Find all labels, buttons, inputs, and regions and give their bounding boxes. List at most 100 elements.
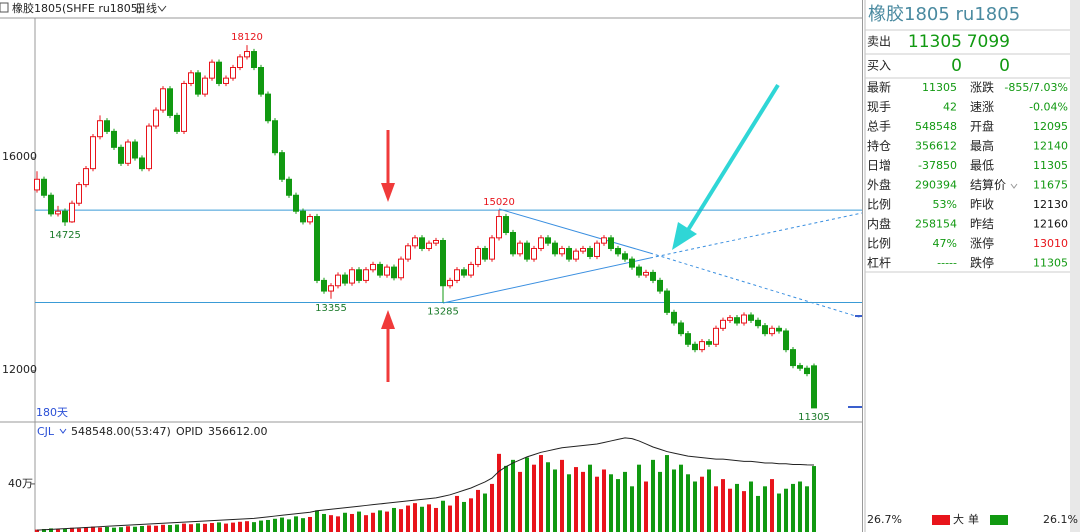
volume-bar [511,459,515,532]
quote-label: 持仓 [867,138,891,153]
volume-bar [252,522,256,532]
volume-bar [224,523,228,532]
volume-bar [56,529,60,532]
volume-bar [427,504,431,532]
candle-body [790,349,796,367]
quote-label: 现手 [867,100,891,114]
candle-body [48,194,54,215]
dropdown-arrow[interactable] [59,428,67,434]
quote-value: 12095 [1033,120,1068,133]
volume-bar [448,505,452,532]
quote-value: 11305 [1033,257,1068,270]
candle-body [762,325,768,335]
trend-line [649,252,863,319]
volume-bar [546,462,550,532]
volume-bar [266,519,270,532]
candle-body [202,77,208,95]
quote-label: 比例 [867,237,891,251]
candle-body [783,330,789,351]
candle-body [181,82,187,132]
candle-body [258,67,264,95]
candle-body [657,279,663,292]
candle-body [293,194,299,212]
period[interactable]: 日线 [135,1,157,15]
candle-body [720,319,726,329]
candle-body [713,327,719,345]
volume-bar [539,455,543,532]
volume-bar [70,527,74,532]
candle-body [531,247,537,260]
volume-bar [42,528,46,532]
candle-body [419,237,425,249]
candle-body [118,146,124,164]
volume-bar [637,464,641,532]
candle-body [174,114,180,132]
candle-body [139,157,145,170]
candle-body [433,239,439,244]
candle-body [496,216,502,239]
candle-body [650,271,656,281]
candle-body [188,72,194,84]
candle-body [482,247,488,260]
candle-body [104,120,110,132]
indicator-name[interactable]: CJL [37,425,55,438]
volume-bar [210,522,214,532]
candle-body [160,88,166,111]
volume-bar [504,465,508,532]
footer-pct: 26.7% [867,513,902,526]
candle-body [594,242,600,257]
volume-bar [84,527,88,532]
volume-bar [343,512,347,532]
quote-label: 外盘 [867,177,891,192]
dropdown-arrow[interactable] [157,5,167,12]
volume-bar [364,515,368,532]
volume-bar [735,483,739,532]
candle-body [748,314,754,321]
volume-bar [147,525,151,532]
dropdown-arrow[interactable] [1010,183,1018,189]
price-label: 13285 [427,307,459,318]
candle-body [517,242,523,255]
y-tick-label: 40万 [8,477,33,490]
volume-bar [686,474,690,532]
quote-label: 最高 [970,138,994,153]
candle-body [363,269,369,281]
candle-body [286,178,292,196]
candle-body [804,367,810,375]
candle-body [195,72,201,95]
candle-body [503,216,509,234]
candle-body [524,242,530,260]
volume-bar [294,516,298,532]
volume-bar [140,525,144,532]
footer-pct: 26.1% [1043,513,1078,526]
candle-body [573,250,579,260]
volume-bar [371,512,375,532]
quote-label: 结算价 [970,177,1006,192]
volume-bar [336,516,340,532]
candle-body [468,263,474,276]
indicator-value: 356612.00 [208,425,268,438]
volume-bar [567,474,571,532]
scrollbar[interactable] [1070,0,1080,532]
volume-bar [644,481,648,532]
candle-body [90,136,96,170]
volume-bar [532,464,536,532]
candle-body [328,285,334,292]
menu-icon[interactable] [0,2,9,13]
candle-body [426,242,432,249]
span-label: 180天 [36,406,68,419]
quote-value: 11305 [922,81,957,94]
volume-bar [161,524,165,532]
quote-value: 356612 [915,140,957,153]
volume-bar [581,471,585,532]
candle-body [734,317,740,324]
candle-body [216,61,222,84]
volume-bar [77,528,81,532]
candle-body [398,258,404,279]
volume-bar [301,518,305,532]
candle-body [587,247,593,257]
opid-line [36,437,815,531]
candle-body [629,258,635,268]
candle-body [153,109,159,127]
